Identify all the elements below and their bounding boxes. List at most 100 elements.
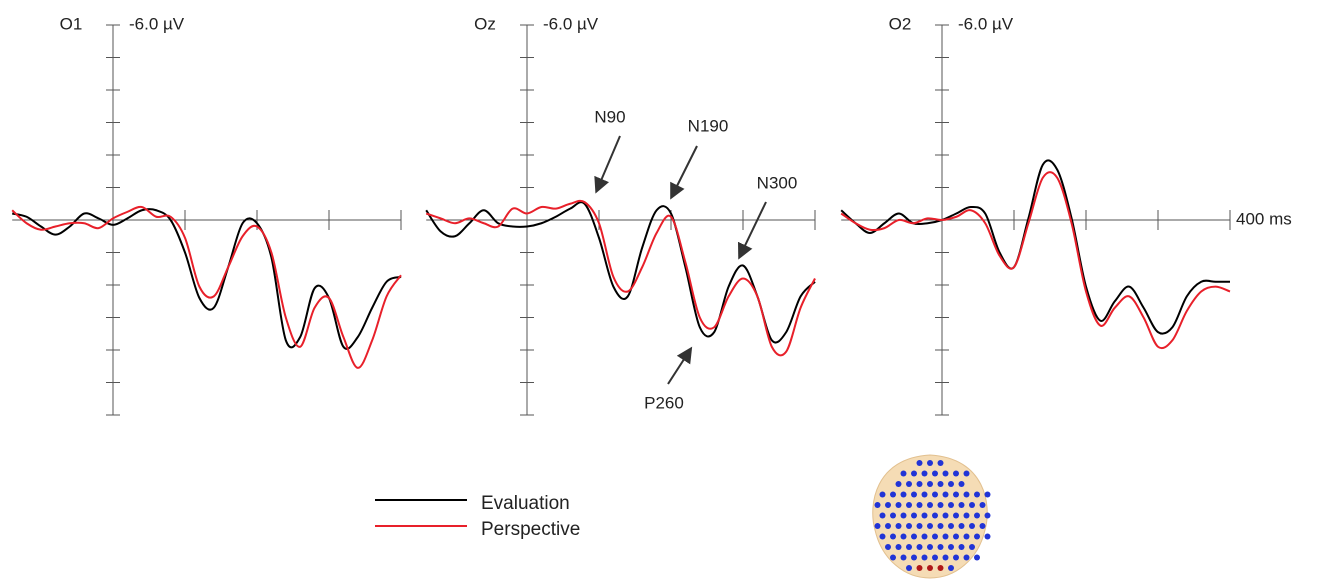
electrode bbox=[927, 565, 933, 571]
electrode bbox=[916, 544, 923, 550]
electrode bbox=[942, 470, 949, 477]
electrode bbox=[927, 481, 933, 487]
electrode bbox=[900, 491, 907, 498]
electrode bbox=[885, 502, 891, 508]
electrode bbox=[906, 523, 912, 529]
electrode bbox=[911, 533, 917, 540]
y-tick-label: -6.0 µV bbox=[958, 14, 1014, 33]
electrode bbox=[948, 523, 954, 529]
electrode bbox=[874, 502, 881, 508]
electrode bbox=[937, 502, 944, 508]
electrode bbox=[984, 512, 991, 519]
electrode bbox=[958, 481, 965, 487]
electrode bbox=[921, 554, 928, 561]
electrode bbox=[932, 554, 938, 561]
electrode bbox=[932, 491, 938, 498]
electrode bbox=[916, 565, 923, 571]
erp-line: Perspective bbox=[425, 199, 816, 357]
panel-title: O2 bbox=[889, 14, 912, 33]
electrode bbox=[958, 523, 965, 529]
electrode bbox=[958, 544, 965, 550]
electrode bbox=[921, 533, 928, 540]
electrode bbox=[879, 491, 886, 498]
electrode bbox=[900, 512, 907, 519]
electrode bbox=[921, 491, 928, 498]
electrode bbox=[890, 554, 896, 561]
electrode bbox=[916, 502, 923, 508]
electrode bbox=[979, 502, 986, 508]
electrode bbox=[906, 565, 912, 571]
electrode bbox=[911, 512, 917, 519]
component-label: P260 bbox=[644, 393, 684, 412]
electrode bbox=[937, 544, 944, 550]
electrode bbox=[879, 533, 886, 540]
electrode bbox=[900, 533, 907, 540]
electrode bbox=[890, 491, 896, 498]
electrode-map bbox=[872, 454, 991, 579]
x-tick-label: 400 ms bbox=[1236, 209, 1292, 228]
electrode bbox=[953, 470, 959, 477]
electrode bbox=[906, 481, 912, 487]
electrode bbox=[932, 533, 938, 540]
electrode bbox=[932, 470, 938, 477]
electrode bbox=[942, 512, 949, 519]
electrode bbox=[969, 502, 975, 508]
electrode bbox=[916, 523, 923, 529]
electrode bbox=[937, 481, 944, 487]
y-tick-label: -6.0 µV bbox=[543, 14, 599, 33]
erp-line bbox=[11, 208, 402, 350]
electrode bbox=[953, 554, 959, 561]
electrode bbox=[895, 502, 902, 508]
electrode bbox=[932, 512, 938, 519]
electrode bbox=[927, 544, 933, 550]
annotation-arrow bbox=[667, 346, 693, 385]
electrode bbox=[942, 554, 949, 561]
electrode bbox=[948, 544, 954, 550]
electrode bbox=[984, 491, 991, 498]
electrode bbox=[958, 502, 965, 508]
electrode bbox=[885, 523, 891, 529]
electrode bbox=[906, 502, 912, 508]
electrode bbox=[942, 533, 949, 540]
head-outline bbox=[872, 454, 988, 579]
electrode bbox=[911, 470, 917, 477]
erp-line bbox=[11, 205, 402, 369]
electrode bbox=[963, 512, 970, 519]
electrode bbox=[927, 460, 933, 466]
electrode bbox=[974, 491, 980, 498]
electrode bbox=[911, 554, 917, 561]
electrode bbox=[927, 523, 933, 529]
electrode bbox=[979, 523, 986, 529]
electrode bbox=[969, 523, 975, 529]
electrode bbox=[963, 533, 970, 540]
electrode bbox=[927, 502, 933, 508]
electrode bbox=[895, 523, 902, 529]
electrode bbox=[911, 491, 917, 498]
annotation-arrow bbox=[737, 201, 767, 260]
annotation-arrow bbox=[594, 135, 621, 194]
erp-line: Perspective bbox=[840, 171, 1231, 350]
electrode bbox=[953, 533, 959, 540]
electrode bbox=[885, 544, 891, 550]
legend-label: Perspective bbox=[481, 519, 580, 540]
electrode bbox=[953, 491, 959, 498]
electrode bbox=[963, 491, 970, 498]
electrode bbox=[948, 481, 954, 487]
electrode bbox=[948, 565, 954, 571]
electrode bbox=[953, 512, 959, 519]
component-label: N90 bbox=[594, 107, 625, 126]
electrode bbox=[916, 460, 923, 466]
electrode bbox=[890, 533, 896, 540]
electrode bbox=[916, 481, 923, 487]
electrode bbox=[937, 565, 944, 571]
electrode bbox=[984, 533, 991, 540]
electrode bbox=[937, 523, 944, 529]
electrode bbox=[890, 512, 896, 519]
electrode bbox=[895, 481, 902, 487]
electrode bbox=[963, 470, 970, 477]
electrode bbox=[879, 512, 886, 519]
electrode bbox=[874, 523, 881, 529]
panel-title: O1 bbox=[60, 14, 83, 33]
electrode bbox=[963, 554, 970, 561]
